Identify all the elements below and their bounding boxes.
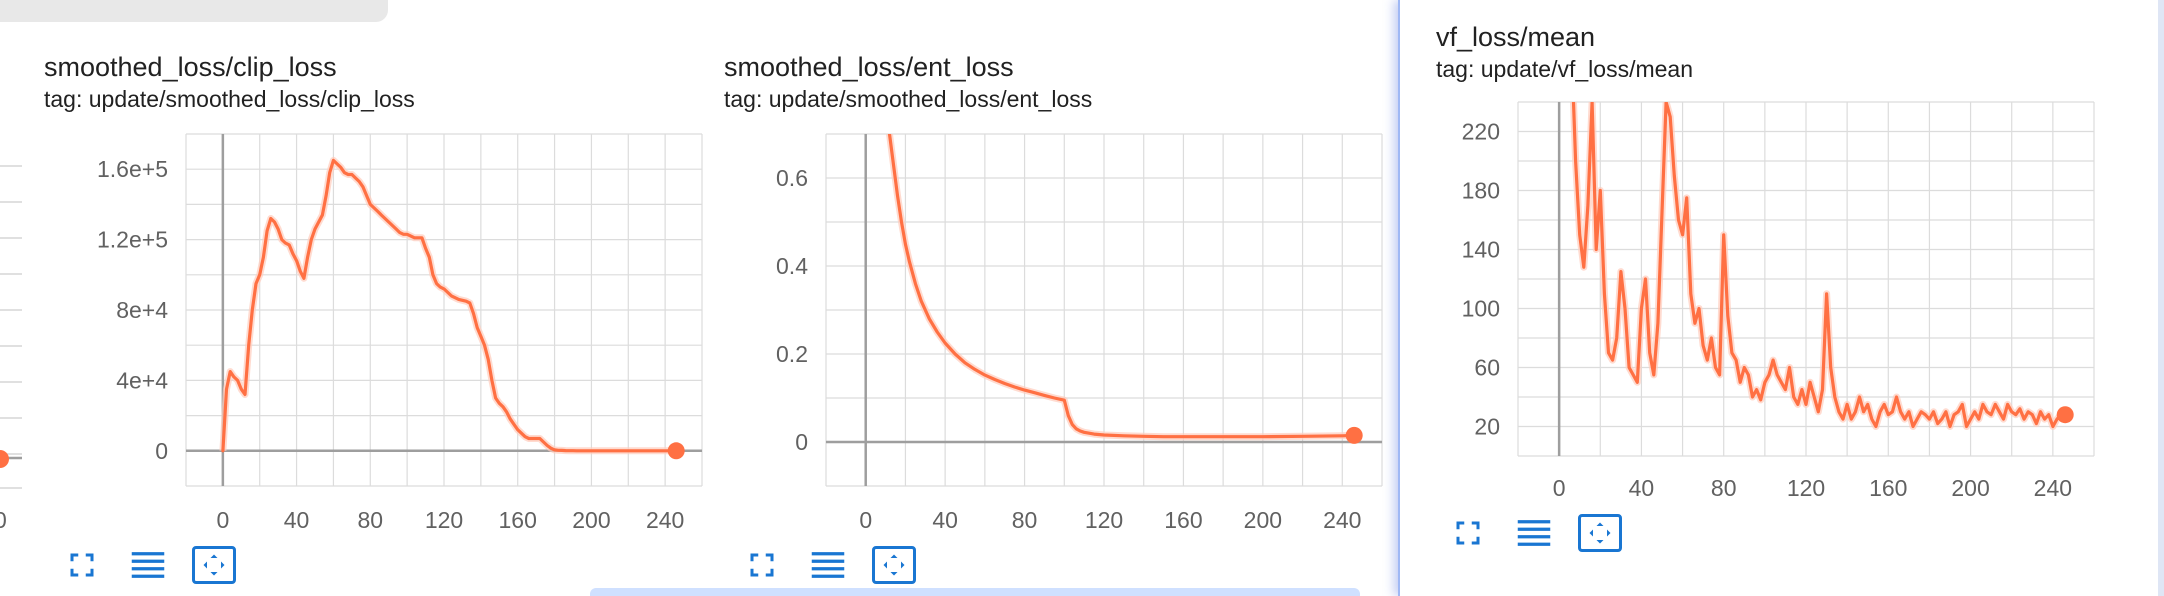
y-tick-label: 0.6 [776,165,808,191]
y-tick-label: 100 [1462,296,1500,322]
series-line [887,134,1356,439]
x-tick-label: 120 [1085,507,1123,533]
x-tick-label: 0 [0,507,7,533]
adjacent-card-edge [2158,0,2164,596]
y-tick-label: 0 [795,429,808,455]
chart-toolbar [60,546,236,584]
x-tick-label: 120 [425,507,463,533]
x-tick-label: 40 [1629,475,1655,501]
fullscreen-button[interactable] [740,546,784,584]
y-tick-label: 60 [1474,355,1500,381]
fit-domain-button[interactable] [1578,514,1622,552]
x-tick-label: 240 [646,507,684,533]
grid [825,133,1383,487]
x-tick-label: 80 [1012,507,1038,533]
fullscreen-icon [750,553,774,577]
series-raw-line [1570,102,2066,430]
chart-toolbar [740,546,916,584]
card-tag: tag: update/smoothed_loss/clip_loss [44,86,415,112]
x-tick-label: 200 [1244,507,1282,533]
card-title: smoothed_loss/ent_loss [724,52,1014,82]
toggle-data-table-icon [811,552,845,578]
y-tick-label: 0.2 [776,341,808,367]
card-title: smoothed_loss/clip_loss [44,52,337,82]
x-tick-label: 120 [1787,475,1825,501]
x-tick-label: 40 [932,507,958,533]
y-tick-label: 20 [1474,414,1500,440]
toggle-data-table-button[interactable] [806,546,850,584]
x-tick-label: 0 [859,507,872,533]
y-tick-label: 180 [1462,178,1500,204]
x-tick-label: 160 [1164,507,1202,533]
toggle-data-table-icon [131,552,165,578]
partial-left-chart: 0 [0,165,22,533]
y-tick-label: 220 [1462,119,1500,145]
x-tick-label: 240 [2034,475,2072,501]
fit-domain-button[interactable] [872,546,916,584]
y-tick-label: 4e+4 [116,367,168,393]
y-tick-label: 0.4 [776,253,808,279]
top-toolbar-strip [0,0,388,22]
fit-domain-button[interactable] [192,546,236,584]
y-tick-label: 1.6e+5 [97,156,168,182]
x-tick-label: 40 [284,507,310,533]
fullscreen-icon [70,553,94,577]
fit-domain-icon [1589,522,1611,544]
last-point-marker [1345,426,1363,444]
last-point-marker [667,442,685,460]
x-tick-label: 160 [1869,475,1907,501]
x-tick-label: 0 [1553,475,1566,501]
fullscreen-button[interactable] [1446,514,1490,552]
chart-toolbar [1446,514,1622,552]
x-tick-label: 160 [499,507,537,533]
toggle-data-table-button[interactable] [1512,514,1556,552]
y-tick-label: 1.2e+5 [97,227,168,253]
x-tick-label: 200 [1951,475,1989,501]
x-tick-label: 200 [572,507,610,533]
y-tick-label: 140 [1462,237,1500,263]
card-tag: tag: update/smoothed_loss/ent_loss [724,86,1093,112]
x-tick-label: 240 [1323,507,1361,533]
card-tag: tag: update/vf_loss/mean [1436,56,1693,82]
last-point-marker [0,450,9,468]
x-tick-label: 80 [1711,475,1737,501]
grid [1517,101,2095,457]
x-tick-label: 0 [216,507,229,533]
fullscreen-button[interactable] [60,546,104,584]
last-point-marker [2056,406,2074,424]
y-tick-label: 8e+4 [116,297,168,323]
x-tick-label: 80 [357,507,383,533]
series-line [221,158,678,453]
y-tick-label: 0 [155,438,168,464]
fullscreen-icon [1456,521,1480,545]
card-title: vf_loss/mean [1436,22,1596,52]
selection-highlight-strip [590,588,1360,596]
toggle-data-table-icon [1517,520,1551,546]
series-line [1571,102,2067,429]
toggle-data-table-button[interactable] [126,546,170,584]
vf-loss-card [1398,0,2164,596]
